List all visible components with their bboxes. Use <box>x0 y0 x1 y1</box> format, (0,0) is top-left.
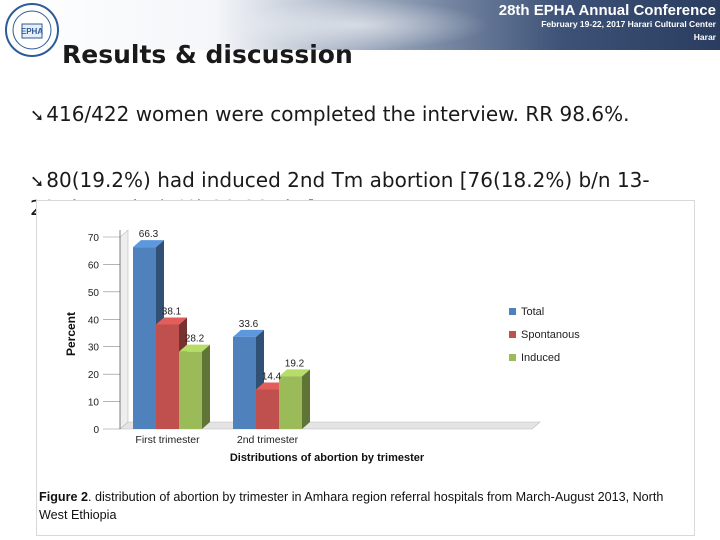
bar-side <box>202 344 210 429</box>
chart-back-wall <box>119 229 129 430</box>
bullet-response-rate: ➘ 416/422 women were completed the interv… <box>30 101 690 129</box>
bar-side <box>302 369 310 429</box>
chart-bars <box>133 240 310 429</box>
chart-labels: 66.3 38.1 28.2 First trimester 33.6 14.419.2 2… <box>135 229 424 464</box>
x-tick-label: First trimester <box>135 434 200 446</box>
bar-top <box>156 317 187 325</box>
y-tick-label: 20 <box>88 370 100 381</box>
bar <box>133 247 156 429</box>
conference-title: 28th EPHA Annual Conference <box>498 2 716 19</box>
arrow-bullet-icon: ➘ <box>30 172 45 192</box>
slide-title: Results & discussion <box>62 40 353 69</box>
x-tick-label: 2nd trimester <box>237 434 299 446</box>
y-tick-label: 30 <box>88 343 100 354</box>
y-tick-label: 0 <box>93 425 99 436</box>
data-label: 66.3 <box>139 229 159 240</box>
chart-floor <box>119 421 541 430</box>
bar-chart: 0 10 20 30 40 50 60 70 Percent 66.3 38.1 28.2 First… <box>64 229 580 464</box>
data-label: 28.2 <box>185 334 205 345</box>
bar <box>256 389 279 429</box>
bar <box>233 336 256 429</box>
legend-label: Total <box>521 306 544 318</box>
chart-figure: 0 10 20 30 40 50 60 70 Percent 66.3 38.1 28.2 First… <box>36 200 695 536</box>
data-label: 38.1 <box>162 306 182 317</box>
caption-prefix: Figure 2 <box>39 490 88 504</box>
caption-text: . distribution of abortion by trimester … <box>39 490 664 522</box>
legend-swatch <box>509 331 516 338</box>
bar-top <box>279 369 310 377</box>
y-axis-title: Percent <box>64 312 78 356</box>
epha-logo: EPHA <box>5 3 59 57</box>
x-axis-title: Distributions of abortion by trimester <box>230 452 425 464</box>
bar <box>279 376 302 429</box>
y-tick-label: 60 <box>88 260 100 271</box>
bar-top <box>179 344 210 352</box>
chart-axes: 0 10 20 30 40 50 60 70 Percent <box>64 229 541 436</box>
conference-host: Harar <box>693 32 716 42</box>
bar <box>156 324 179 429</box>
bar <box>179 351 202 429</box>
legend-label: Induced <box>521 352 560 364</box>
conference-banner: 28th EPHA Annual Conference February 19-… <box>0 0 720 50</box>
y-tick-label: 70 <box>88 233 100 244</box>
legend-swatch <box>509 308 516 315</box>
data-label: 14.4 <box>262 372 282 383</box>
bar-top <box>233 329 264 337</box>
legend-label: Spontanous <box>521 329 580 341</box>
conference-dates: February 19-22, 2017 Harari Cultural Cen… <box>541 19 716 29</box>
data-label: 19.2 <box>285 358 305 369</box>
y-tick-label: 50 <box>88 288 100 299</box>
bullet-text-1: 416/422 women were completed the intervi… <box>46 102 630 126</box>
arrow-bullet-icon: ➘ <box>30 106 45 126</box>
logo-text: EPHA <box>21 27 43 36</box>
legend-swatch <box>509 354 516 361</box>
chart-legend: Total Spontanous Induced <box>509 306 580 364</box>
figure-caption: Figure 2. distribution of abortion by tr… <box>39 488 689 524</box>
banner-glow <box>230 0 490 50</box>
bar-top <box>133 240 164 248</box>
y-tick-label: 40 <box>88 315 100 326</box>
data-label: 33.6 <box>239 319 259 330</box>
y-tick-label: 10 <box>88 398 100 409</box>
